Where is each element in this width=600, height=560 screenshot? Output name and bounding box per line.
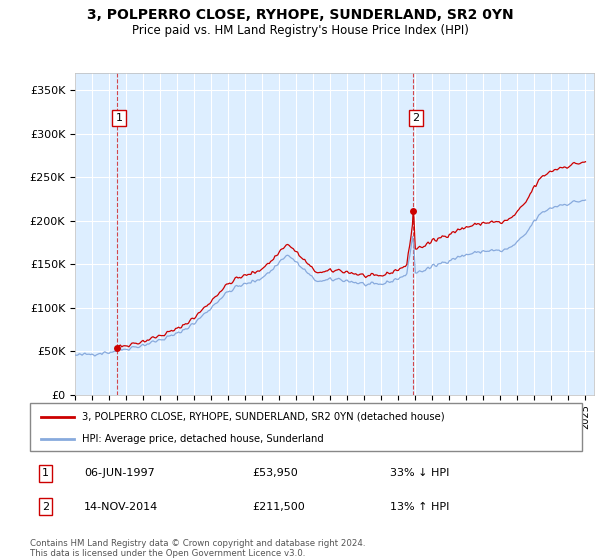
Text: £53,950: £53,950 (252, 468, 298, 478)
Text: 3, POLPERRO CLOSE, RYHOPE, SUNDERLAND, SR2 0YN: 3, POLPERRO CLOSE, RYHOPE, SUNDERLAND, S… (86, 8, 514, 22)
Text: 2: 2 (42, 502, 49, 512)
Text: 13% ↑ HPI: 13% ↑ HPI (390, 502, 449, 512)
Text: 33% ↓ HPI: 33% ↓ HPI (390, 468, 449, 478)
Text: Price paid vs. HM Land Registry's House Price Index (HPI): Price paid vs. HM Land Registry's House … (131, 24, 469, 37)
Text: £211,500: £211,500 (252, 502, 305, 512)
Text: HPI: Average price, detached house, Sunderland: HPI: Average price, detached house, Sund… (82, 434, 324, 444)
Text: 1: 1 (42, 468, 49, 478)
Text: 06-JUN-1997: 06-JUN-1997 (84, 468, 155, 478)
Text: 2: 2 (412, 113, 419, 123)
Text: Contains HM Land Registry data © Crown copyright and database right 2024.
This d: Contains HM Land Registry data © Crown c… (30, 539, 365, 558)
Text: 3, POLPERRO CLOSE, RYHOPE, SUNDERLAND, SR2 0YN (detached house): 3, POLPERRO CLOSE, RYHOPE, SUNDERLAND, S… (82, 412, 445, 422)
Text: 1: 1 (116, 113, 122, 123)
Text: 14-NOV-2014: 14-NOV-2014 (84, 502, 158, 512)
FancyBboxPatch shape (30, 403, 582, 451)
